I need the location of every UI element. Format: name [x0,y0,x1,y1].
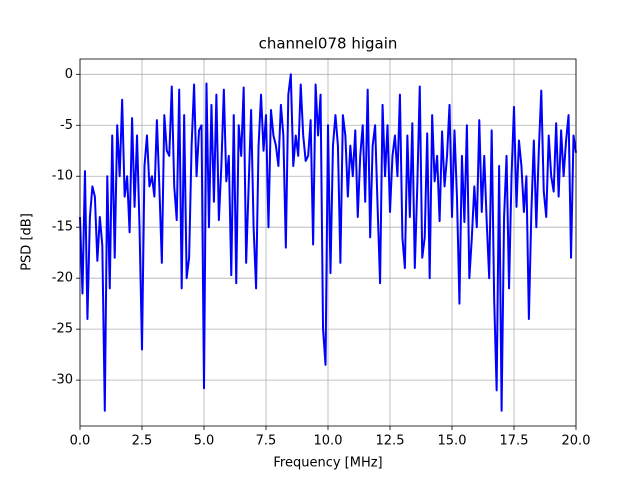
chart-title: channel078 higain [259,35,398,53]
x-tick-label: 0.0 [70,434,91,449]
x-tick-label: 15.0 [438,434,467,449]
y-tick-label: -20 [52,271,73,286]
x-tick-label: 20.0 [562,434,591,449]
y-tick-label: -30 [52,373,73,388]
x-tick-label: 17.5 [500,434,529,449]
y-tick-label: -5 [60,118,73,133]
y-tick-label: -15 [52,220,73,235]
x-axis-label: Frequency [MHz] [273,456,382,471]
x-tick-label: 12.5 [376,434,405,449]
x-tick-label: 7.5 [256,434,277,449]
y-tick-label: -10 [52,169,73,184]
plot-frame [79,58,577,427]
y-axis-label: PSD [dB] [20,213,35,271]
y-tick-label: -25 [52,322,73,337]
data-line [79,73,577,412]
x-tick-label: 10.0 [314,434,343,449]
x-tick-label: 2.5 [132,434,153,449]
y-tick-label: 0 [65,67,73,82]
x-tick-label: 5.0 [194,434,215,449]
